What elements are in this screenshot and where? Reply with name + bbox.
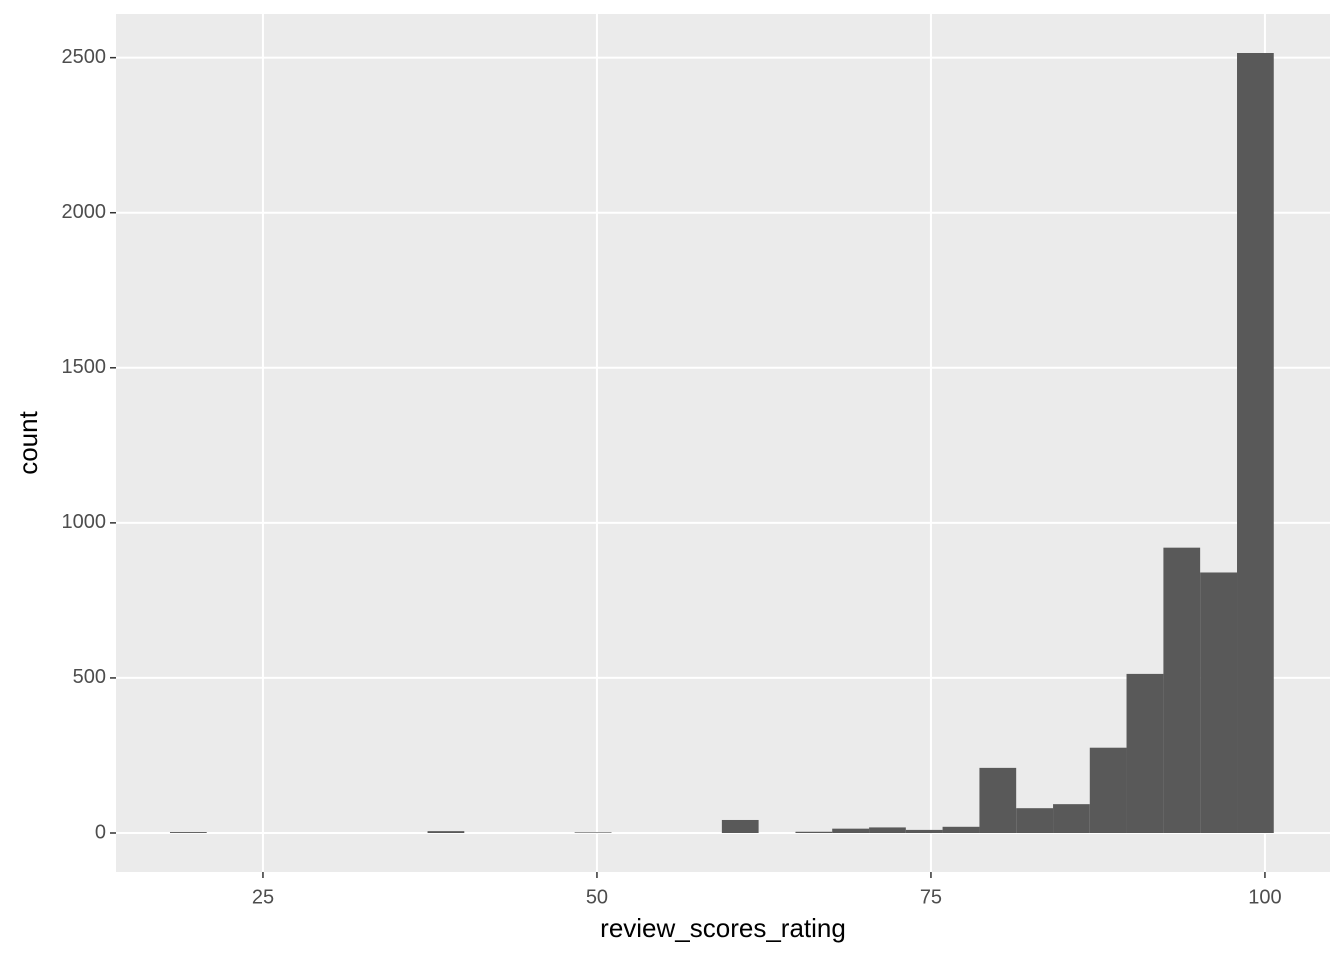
bar <box>1200 572 1238 833</box>
bar <box>979 767 1017 833</box>
y-tick-label: 2000 <box>62 201 107 223</box>
bar <box>1089 747 1127 833</box>
y-axis-title: count <box>13 410 43 474</box>
bar <box>1126 673 1164 833</box>
x-tick-label: 50 <box>586 886 608 908</box>
bar <box>942 826 980 833</box>
y-tick-label: 500 <box>73 666 106 688</box>
y-tick-label: 2500 <box>62 46 107 68</box>
bar <box>832 828 870 833</box>
bar <box>427 831 465 833</box>
bar <box>721 819 759 833</box>
bar <box>574 832 612 833</box>
bar <box>1163 547 1201 833</box>
bar <box>1016 808 1054 833</box>
x-tick-label: 75 <box>920 886 942 908</box>
bar <box>1053 804 1090 833</box>
bar <box>795 831 833 833</box>
bar <box>1237 53 1274 833</box>
y-tick-label: 1500 <box>62 356 107 378</box>
x-tick-label: 100 <box>1248 886 1281 908</box>
bar <box>869 827 906 833</box>
y-tick-label: 0 <box>95 821 106 843</box>
y-tick-label: 1000 <box>62 511 107 533</box>
bar <box>169 832 207 833</box>
x-axis-title: review_scores_rating <box>600 913 846 943</box>
x-tick-label: 25 <box>252 886 274 908</box>
bar <box>905 829 943 833</box>
